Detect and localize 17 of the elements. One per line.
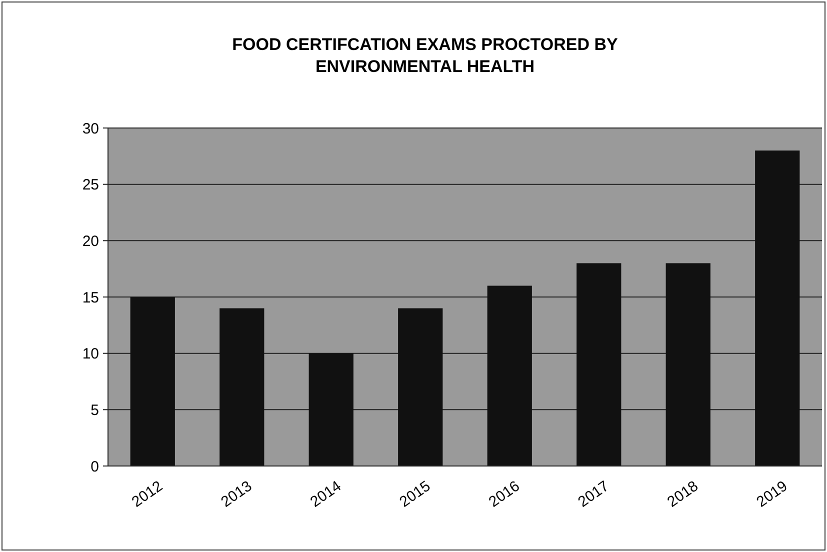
bar <box>398 308 443 466</box>
y-tick-label: 10 <box>82 346 99 363</box>
y-tick-label: 15 <box>82 289 99 306</box>
chart-title: FOOD CERTIFCATION EXAMS PROCTORED BY ENVIRONMENTAL HEALTH <box>232 35 618 76</box>
bar <box>487 286 532 466</box>
bar <box>308 353 354 466</box>
y-tick-label: 5 <box>90 402 99 419</box>
bar <box>755 150 800 466</box>
y-tick-label: 20 <box>82 232 99 250</box>
y-tick-label: 25 <box>82 176 99 194</box>
bar <box>220 308 264 466</box>
y-tick-label: 0 <box>90 458 99 476</box>
y-tick-label: 30 <box>82 120 99 138</box>
bar <box>130 297 175 466</box>
bar <box>666 263 710 466</box>
x-tick-label: 2019 <box>754 478 791 511</box>
bar <box>576 263 622 466</box>
